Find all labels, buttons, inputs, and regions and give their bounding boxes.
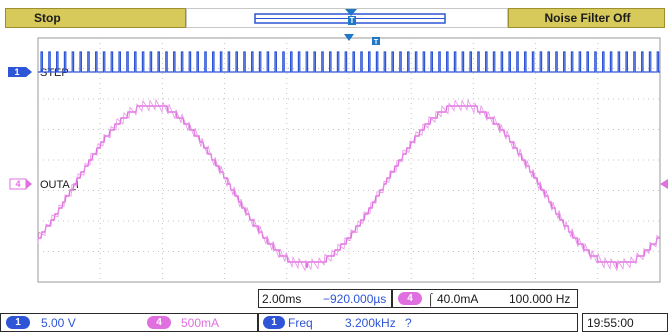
top-status-bar: Stop T Noise Filter Off <box>0 0 670 32</box>
channel-scale-box[interactable]: 1 5.00 V 4 500mA <box>0 313 258 332</box>
measurement-box[interactable]: 1 Freq 3.200kHz ? <box>258 313 578 332</box>
trigger-marker-icon <box>344 34 354 41</box>
svg-text:4: 4 <box>15 179 20 189</box>
svg-text:T: T <box>374 39 379 46</box>
ch4-current-noise <box>37 98 661 272</box>
clock-box: 19:55:00 <box>582 313 668 332</box>
ch4-marker[interactable]: 4 <box>9 178 32 190</box>
waveform-plot: T 1 STEP 4 OUTA_I <box>0 28 670 286</box>
trigger-channel-tag: 4 <box>398 292 422 305</box>
timebase-value: 2.00ms <box>262 292 302 306</box>
ch1-marker[interactable]: 1 <box>8 67 32 77</box>
noise-filter-label: Noise Filter Off <box>544 11 631 25</box>
timebase-box[interactable]: 2.00ms −920.000µs <box>258 289 392 308</box>
trigger-position-icon: T <box>348 16 356 25</box>
delay-value: −920.000µs <box>323 292 387 306</box>
trigger-frequency-value: 100.000 Hz <box>509 292 571 306</box>
svg-text:1: 1 <box>14 67 19 77</box>
bottom-readout-bar: 2.00ms −920.000µs 4 ⌠ 40.0mA 100.000 Hz … <box>0 286 670 332</box>
record-length-indicator[interactable]: T <box>186 8 508 28</box>
ch1-scale-value: 5.00 V <box>41 316 76 330</box>
ch4-scale-tag: 4 <box>147 316 171 329</box>
status-label: Stop <box>34 11 61 25</box>
ch4-label: OUTA_I <box>40 179 79 191</box>
meas-name: Freq <box>288 316 313 330</box>
ch1-label: STEP <box>40 67 69 79</box>
trigger-edge-icon: ⌠ <box>427 292 435 306</box>
ch1-step-waveform <box>38 51 660 73</box>
ch1-scale-tag: 1 <box>6 316 30 329</box>
meas-channel-tag: 1 <box>263 316 285 329</box>
trigger-box[interactable]: 4 ⌠ 40.0mA 100.000 Hz <box>392 289 578 308</box>
noise-filter-status[interactable]: Noise Filter Off <box>508 8 665 28</box>
trigger-level-icon <box>660 179 668 189</box>
meas-value: 3.200kHz <box>345 316 396 330</box>
ch4-scale-value: 500mA <box>181 316 220 330</box>
clock-time: 19:55:00 <box>587 316 634 330</box>
trigger-t-icon <box>372 37 380 45</box>
acquisition-status[interactable]: Stop <box>5 8 186 28</box>
meas-flag: ? <box>405 316 412 330</box>
trigger-level-value: 40.0mA <box>437 292 479 306</box>
graticule-grid <box>38 38 660 282</box>
waveform-display[interactable]: T 1 STEP 4 OUTA_I <box>0 28 670 286</box>
